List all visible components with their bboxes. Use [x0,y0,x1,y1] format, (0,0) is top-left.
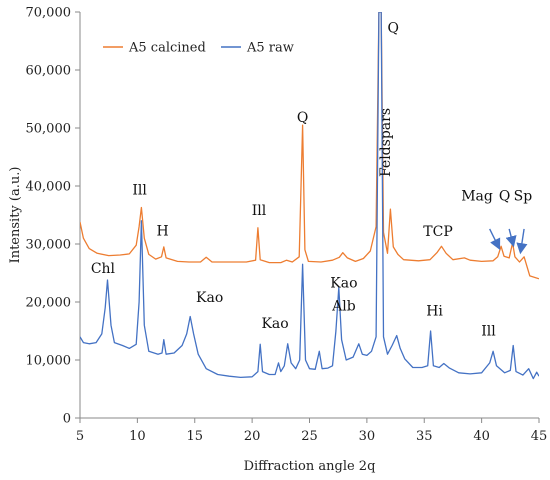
peak-label: Q [388,20,399,36]
y-axis-title: Intensity (a.u.) [8,167,23,264]
y-tick-label: 40,000 [26,180,72,195]
x-tick-label: 45 [531,429,548,444]
legend: A5 calcined A5 raw [103,41,294,56]
x-tick-label: 15 [186,429,203,444]
peak-label: Ill [252,203,267,219]
legend-label: A5 raw [246,41,294,56]
peak-label: Q [499,189,510,205]
axes [79,12,539,419]
peak-label: Kao [261,316,288,332]
peak-label: Alb [331,299,356,315]
x-tick-label: 20 [244,429,261,444]
peak-arrow [489,228,501,250]
peak-label: Ill [481,324,496,340]
y-tick-label: 60,000 [26,64,72,79]
peak-label: Hi [426,303,443,319]
y-tick-label: 70,000 [26,6,72,21]
y-tick-label: 50,000 [26,122,72,137]
x-axis-ticks: 5 10 15 20 25 30 35 40 45 [76,418,547,444]
y-tick-label: 20,000 [26,296,72,311]
x-axis-title: Diffraction angle 2q [244,459,376,474]
x-tick-label: 5 [76,429,84,444]
peak-label: Ill [132,183,147,199]
peak-label: Kao [330,276,357,292]
x-tick-label: 10 [129,429,146,444]
y-tick-label: 30,000 [26,238,72,253]
x-tick-label: 35 [416,429,433,444]
peak-label: Chl [91,261,116,277]
legend-label: A5 calcined [128,41,206,56]
series-line-a5-calcined [80,12,539,280]
peak-label: H [157,223,169,239]
x-tick-label: 30 [359,429,376,444]
y-tick-label: 0 [63,412,71,427]
peak-label: Feldspars [378,108,394,177]
y-axis-ticks: 0 10,000 20,000 30,000 40,000 50,000 60,000 70,… [26,6,80,427]
peak-arrow [505,228,517,248]
peak-label: Mag [461,189,493,205]
peak-label: Kao [196,290,223,306]
peak-label: TCP [423,224,452,240]
x-tick-label: 25 [301,429,318,444]
peak-label: Sp [514,189,533,205]
peak-label: Q [297,110,308,126]
y-tick-label: 10,000 [26,354,72,369]
x-tick-label: 40 [473,429,490,444]
series-line-a5-raw [80,12,539,380]
series-layer [80,12,539,380]
peak-arrow [516,228,528,255]
